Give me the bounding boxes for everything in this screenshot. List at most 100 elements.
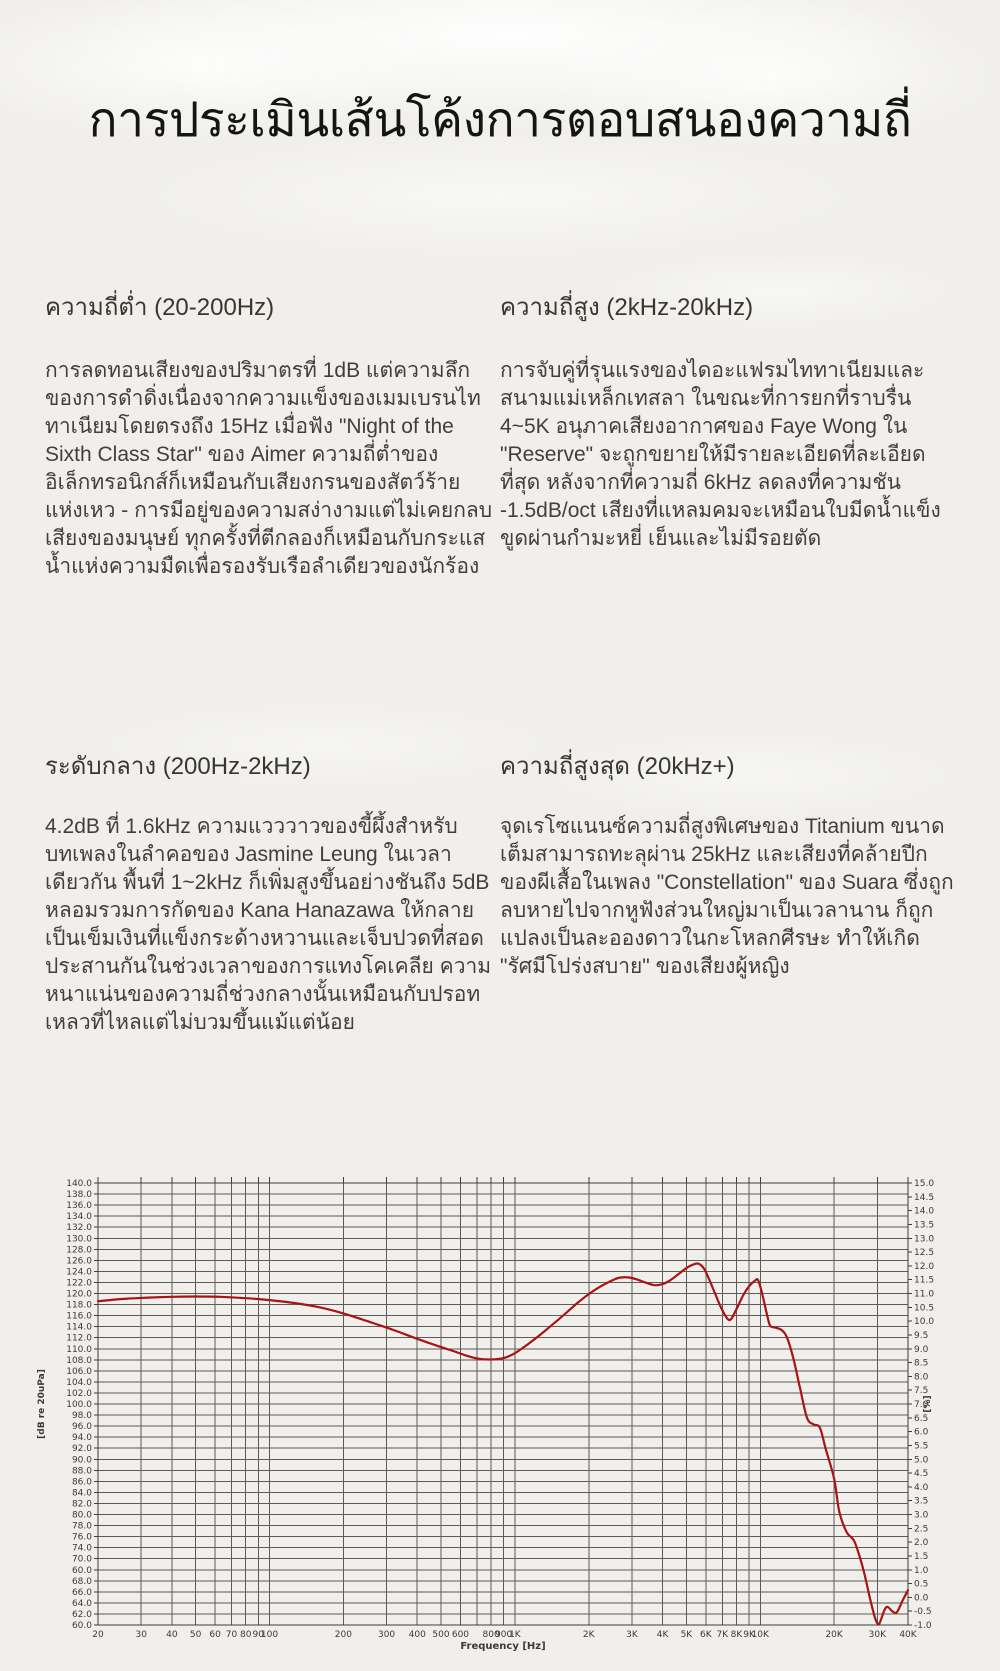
svg-text:0.5: 0.5: [914, 1580, 928, 1590]
svg-text:9.5: 9.5: [914, 1331, 928, 1341]
svg-text:11.0: 11.0: [914, 1290, 934, 1300]
svg-text:5.0: 5.0: [914, 1455, 929, 1465]
svg-text:134.0: 134.0: [66, 1212, 92, 1222]
svg-text:114.0: 114.0: [66, 1323, 92, 1333]
svg-text:100.0: 100.0: [66, 1400, 92, 1410]
svg-text:122.0: 122.0: [66, 1278, 92, 1288]
svg-text:11.5: 11.5: [914, 1276, 934, 1286]
svg-text:1.5: 1.5: [914, 1552, 928, 1562]
section-heading-midrange: ระดับกลาง (200Hz-2kHz): [45, 753, 311, 780]
svg-text:3.0: 3.0: [914, 1511, 929, 1521]
svg-text:4.0: 4.0: [914, 1483, 929, 1493]
svg-text:116.0: 116.0: [66, 1312, 92, 1322]
section-body-low-frequency: การลดทอนเสียงของปริมาตรที่ 1dB แต่ความลึ…: [45, 359, 493, 578]
svg-text:60.0: 60.0: [72, 1621, 92, 1631]
svg-text:2.0: 2.0: [914, 1538, 929, 1548]
svg-text:7.0: 7.0: [914, 1400, 929, 1410]
svg-text:2.5: 2.5: [914, 1524, 928, 1534]
svg-text:12.0: 12.0: [914, 1262, 934, 1272]
svg-text:8.0: 8.0: [914, 1372, 929, 1382]
svg-text:126.0: 126.0: [66, 1256, 92, 1266]
svg-text:8K: 8K: [731, 1630, 744, 1640]
svg-text:[%]: [%]: [923, 1395, 933, 1412]
svg-text:800: 800: [483, 1630, 500, 1640]
svg-text:98.0: 98.0: [72, 1411, 92, 1421]
svg-text:20: 20: [92, 1630, 104, 1640]
svg-text:78.0: 78.0: [72, 1522, 92, 1532]
svg-text:138.0: 138.0: [66, 1190, 92, 1200]
svg-text:104.0: 104.0: [66, 1378, 92, 1388]
svg-text:10K: 10K: [752, 1630, 770, 1640]
svg-text:90: 90: [253, 1630, 265, 1640]
svg-text:30: 30: [135, 1630, 147, 1640]
svg-text:5K: 5K: [681, 1630, 694, 1640]
svg-text:64.0: 64.0: [72, 1599, 92, 1609]
svg-text:3.5: 3.5: [914, 1497, 928, 1507]
svg-text:0.0: 0.0: [914, 1593, 929, 1603]
svg-text:7K: 7K: [716, 1630, 729, 1640]
svg-text:-0.5: -0.5: [914, 1607, 932, 1617]
svg-text:106.0: 106.0: [66, 1367, 92, 1377]
svg-text:1.0: 1.0: [914, 1566, 929, 1576]
svg-text:[dB re 20uPa]: [dB re 20uPa]: [37, 1369, 47, 1439]
svg-text:50: 50: [190, 1630, 202, 1640]
svg-text:74.0: 74.0: [72, 1544, 92, 1554]
svg-text:500: 500: [432, 1630, 449, 1640]
svg-text:110.0: 110.0: [66, 1345, 92, 1355]
section-heading-ultra-high-frequency: ความถี่สูงสุด (20kHz+): [500, 753, 735, 780]
svg-text:7.5: 7.5: [914, 1386, 928, 1396]
svg-text:66.0: 66.0: [72, 1588, 92, 1598]
svg-text:102.0: 102.0: [66, 1389, 92, 1399]
svg-text:4K: 4K: [657, 1630, 670, 1640]
svg-text:140.0: 140.0: [66, 1179, 92, 1189]
svg-text:70: 70: [226, 1630, 238, 1640]
svg-text:13.0: 13.0: [914, 1234, 934, 1244]
svg-text:6K: 6K: [700, 1630, 713, 1640]
svg-text:8.5: 8.5: [914, 1359, 928, 1369]
svg-text:600: 600: [452, 1630, 469, 1640]
svg-text:3K: 3K: [626, 1630, 639, 1640]
svg-text:30K: 30K: [869, 1630, 887, 1640]
frequency-response-plot: 140.0138.0136.0134.0132.0130.0128.0126.0…: [37, 1177, 934, 1652]
svg-text:90.0: 90.0: [72, 1455, 92, 1465]
svg-text:900: 900: [495, 1630, 512, 1640]
svg-text:200: 200: [335, 1630, 352, 1640]
svg-text:-1.0: -1.0: [914, 1621, 932, 1631]
svg-text:5.5: 5.5: [914, 1441, 928, 1451]
svg-text:40K: 40K: [899, 1630, 917, 1640]
svg-text:14.0: 14.0: [914, 1207, 934, 1217]
svg-text:62.0: 62.0: [72, 1610, 92, 1620]
svg-text:86.0: 86.0: [72, 1477, 92, 1487]
svg-text:9K: 9K: [743, 1630, 756, 1640]
svg-text:76.0: 76.0: [72, 1533, 92, 1543]
svg-text:120.0: 120.0: [66, 1290, 92, 1300]
svg-text:70.0: 70.0: [72, 1555, 92, 1565]
svg-text:132.0: 132.0: [66, 1223, 92, 1233]
frequency-response-chart: 140.0 138.0 136.0 134.0 132.0 130.0 128.0 126.0…: [0, 1095, 1000, 1671]
svg-text:60.0: 60.0: [72, 1566, 92, 1576]
svg-text:2K: 2K: [583, 1630, 596, 1640]
svg-text:96.0: 96.0: [72, 1422, 92, 1432]
svg-text:82.0: 82.0: [72, 1499, 92, 1509]
svg-text:94.0: 94.0: [72, 1433, 92, 1443]
svg-text:4.5: 4.5: [914, 1469, 928, 1479]
svg-text:108.0: 108.0: [66, 1356, 92, 1366]
page-title: การประเมินเส้นโค้งการตอบสนองความถี่: [88, 94, 912, 147]
svg-text:1K: 1K: [509, 1630, 522, 1640]
svg-text:12.5: 12.5: [914, 1248, 934, 1258]
svg-text:400: 400: [409, 1630, 426, 1640]
svg-text:10.0: 10.0: [914, 1317, 934, 1327]
svg-text:15.0: 15.0: [914, 1179, 934, 1189]
section-body-high-frequency: การจับคู่ที่รุนแรงของไดอะแฟรมไททาเนียมแล…: [500, 359, 941, 550]
section-body-midrange: 4.2dB ที่ 1.6kHz ความแวววาวของขี้ผึ้งสำห…: [45, 815, 492, 1034]
svg-text:6.0: 6.0: [914, 1428, 929, 1438]
svg-text:80.0: 80.0: [72, 1511, 92, 1521]
svg-text:80: 80: [240, 1630, 252, 1640]
svg-text:130.0: 130.0: [66, 1234, 92, 1244]
svg-text:124.0: 124.0: [66, 1267, 92, 1277]
svg-text:92.0: 92.0: [72, 1444, 92, 1454]
svg-text:40: 40: [166, 1630, 178, 1640]
svg-text:6.5: 6.5: [914, 1414, 928, 1424]
section-heading-low-frequency: ความถี่ต่ำ (20-200Hz): [45, 294, 275, 321]
